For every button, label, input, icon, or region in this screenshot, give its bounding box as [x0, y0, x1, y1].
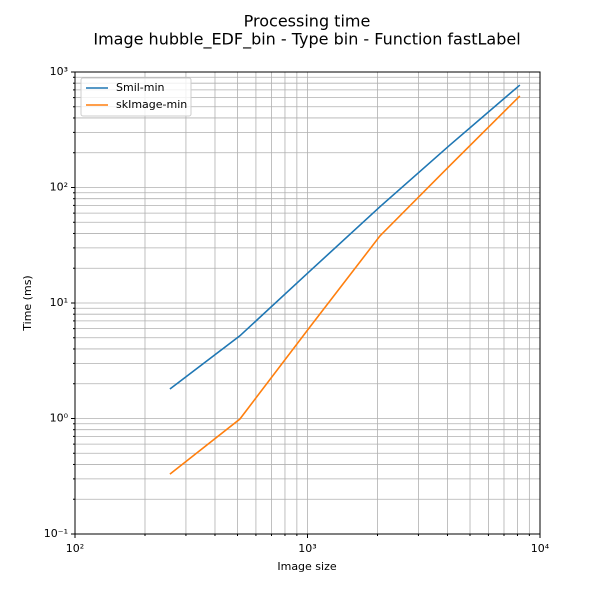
x-axis-label: Image size: [277, 560, 337, 573]
chart-title: Processing time: [244, 12, 371, 31]
plot-frame: [74, 71, 541, 535]
y-tick-label: 10¹: [50, 296, 68, 309]
x-tick-label: 10²: [66, 542, 84, 555]
chart-subtitle: Image hubble_EDF_bin - Type bin - Functi…: [93, 30, 520, 50]
legend-label: Smil-min: [116, 81, 165, 94]
y-axis-label: Time (ms): [21, 275, 34, 331]
legend-label: skImage-min: [116, 98, 187, 111]
x-tick-label: 10³: [298, 542, 316, 555]
y-tick-label: 10⁻¹: [44, 527, 68, 540]
line-series: [169, 95, 521, 475]
y-tick-label: 10²: [50, 181, 68, 194]
legend: Smil-min skImage-min: [80, 77, 192, 117]
legend-box: [80, 77, 192, 117]
line-series: [169, 84, 521, 390]
y-tick-label: 10³: [50, 65, 68, 78]
y-tick-label: 10⁰: [50, 412, 69, 425]
x-tick-label: 10⁴: [531, 542, 550, 555]
